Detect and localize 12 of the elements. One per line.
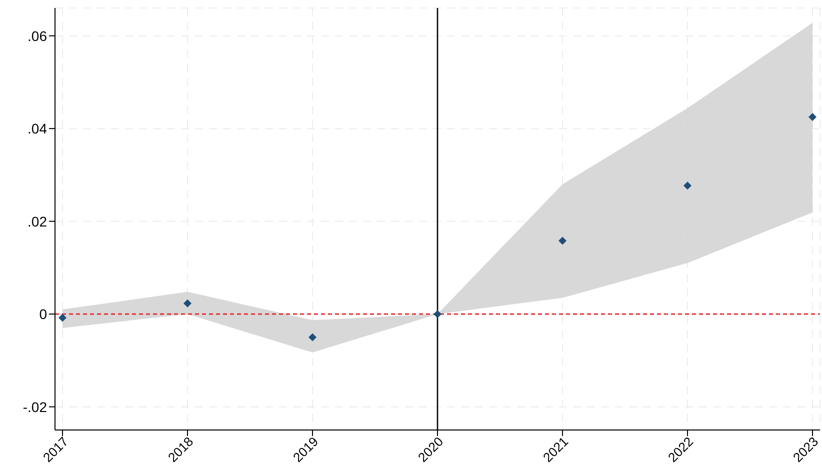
y-tick-label: -.02 — [22, 398, 48, 415]
point — [434, 310, 442, 318]
point — [558, 236, 566, 245]
point — [184, 299, 192, 308]
point — [684, 182, 692, 190]
y-tick-label: .02 — [28, 213, 48, 230]
y-tick-label: .04 — [28, 120, 48, 137]
point — [808, 112, 816, 121]
y-tick-label: 0 — [39, 306, 48, 322]
y-tick-label: .06 — [28, 28, 48, 44]
point — [58, 314, 66, 322]
point — [308, 333, 316, 342]
